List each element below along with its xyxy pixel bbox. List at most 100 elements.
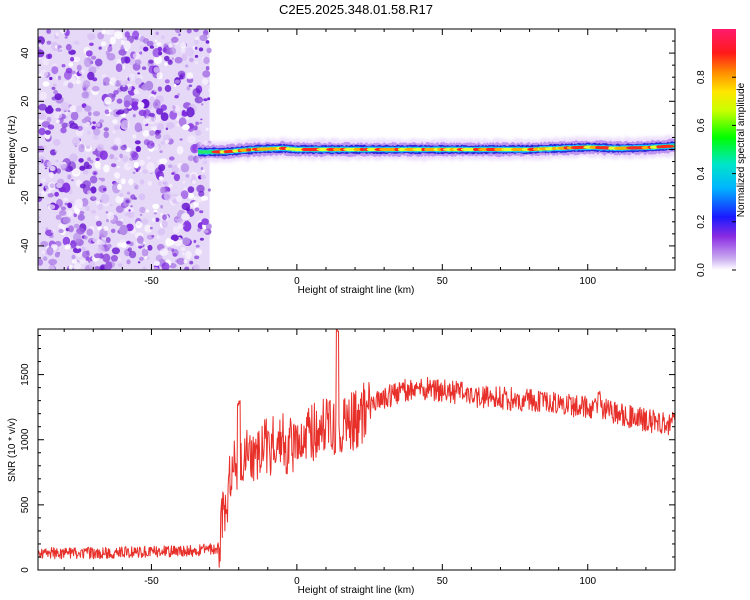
noise-speckle (124, 162, 132, 171)
noise-speckle (158, 163, 166, 172)
noise-speckle (87, 71, 95, 81)
noise-speckle (124, 31, 130, 38)
noise-speckle (105, 237, 111, 243)
noise-speckle (201, 103, 204, 106)
noise-speckle (134, 59, 142, 66)
noise-speckle (156, 72, 163, 80)
noise-speckle (86, 145, 91, 149)
noise-speckle (194, 96, 203, 104)
noise-speckle (47, 124, 55, 130)
noise-speckle (203, 229, 209, 233)
noise-speckle (139, 51, 143, 55)
noise-speckle (119, 80, 123, 84)
noise-speckle (94, 266, 101, 270)
noise-speckle (176, 146, 184, 155)
noise-speckle (89, 42, 94, 46)
noise-speckle (102, 188, 107, 191)
noise-speckle (119, 192, 124, 198)
noise-speckle (178, 117, 187, 127)
snr-x-tick-label: 50 (437, 576, 449, 587)
noise-speckle (39, 91, 48, 100)
noise-speckle (81, 75, 84, 78)
noise-speckle (113, 90, 119, 95)
noise-speckle (194, 46, 198, 50)
noise-speckle (119, 224, 128, 236)
noise-speckle (192, 88, 201, 98)
spectrogram-x-tick-label: 50 (437, 276, 449, 287)
noise-speckle (81, 246, 86, 252)
noise-speckle (62, 236, 71, 246)
colorbar-tick-label: 0.6 (696, 118, 707, 132)
noise-speckle (172, 225, 180, 234)
noise-speckle (63, 70, 72, 80)
noise-speckle (153, 89, 157, 93)
noise-speckle (187, 122, 195, 132)
noise-speckle (91, 86, 100, 92)
noise-speckle (207, 188, 211, 192)
noise-speckle (112, 145, 119, 151)
noise-speckle (120, 119, 128, 129)
noise-speckle (86, 164, 92, 170)
noise-speckle (81, 118, 88, 124)
noise-speckle (75, 56, 80, 62)
noise-speckle (159, 173, 164, 176)
noise-speckle (119, 84, 128, 92)
noise-speckle (119, 153, 123, 159)
noise-speckle (132, 52, 141, 60)
noise-speckle (84, 105, 92, 112)
noise-speckle (100, 265, 105, 270)
noise-speckle (116, 220, 123, 226)
noise-speckle (126, 191, 131, 195)
noise-speckle (56, 182, 63, 189)
noise-speckle (69, 243, 76, 249)
noise-speckle (135, 220, 143, 229)
noise-speckle (152, 203, 160, 210)
noise-speckle (144, 224, 153, 233)
noise-speckle (174, 79, 180, 84)
noise-speckle (78, 143, 85, 153)
noise-speckle (84, 235, 88, 240)
noise-speckle (76, 245, 80, 249)
noise-speckle (68, 62, 74, 67)
noise-speckle (182, 220, 192, 232)
noise-speckle (205, 223, 212, 230)
noise-speckle (105, 211, 109, 214)
noise-speckle (90, 209, 96, 214)
noise-speckle (72, 247, 82, 254)
noise-speckle (85, 205, 91, 212)
noise-speckle (46, 246, 54, 256)
noise-speckle (189, 260, 194, 265)
noise-speckle (38, 216, 41, 219)
noise-speckle (103, 164, 110, 173)
colorbar-gradient (712, 29, 736, 270)
noise-speckle (41, 250, 46, 255)
noise-speckle (38, 196, 43, 202)
noise-speckle (141, 248, 149, 257)
noise-speckle (106, 243, 112, 249)
noise-speckle (67, 202, 73, 209)
noise-speckle (103, 127, 109, 132)
noise-speckle (88, 111, 92, 117)
noise-speckle (38, 112, 46, 120)
noise-speckle (147, 156, 151, 160)
noise-speckle (185, 116, 190, 121)
noise-speckle (139, 206, 146, 214)
noise-speckle (81, 91, 89, 99)
noise-speckle (39, 69, 49, 78)
noise-speckle (169, 263, 177, 269)
snr-frame (37, 328, 676, 571)
ridge-core (661, 144, 675, 148)
noise-speckle (101, 237, 106, 241)
noise-speckle (153, 66, 160, 73)
noise-speckle (105, 261, 113, 270)
noise-speckle (56, 241, 61, 247)
noise-speckle (79, 259, 86, 265)
noise-speckle (160, 186, 166, 194)
noise-speckle (161, 35, 165, 40)
noise-speckle (149, 96, 155, 103)
ridge-core (232, 149, 240, 153)
noise-speckle (71, 168, 81, 177)
noise-speckle (110, 254, 118, 262)
noise-speckle (94, 161, 101, 169)
noise-speckle (112, 130, 116, 134)
